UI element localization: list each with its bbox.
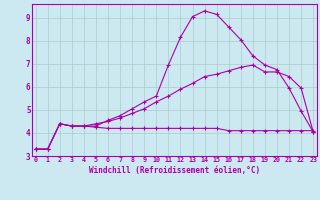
X-axis label: Windchill (Refroidissement éolien,°C): Windchill (Refroidissement éolien,°C) — [89, 166, 260, 175]
